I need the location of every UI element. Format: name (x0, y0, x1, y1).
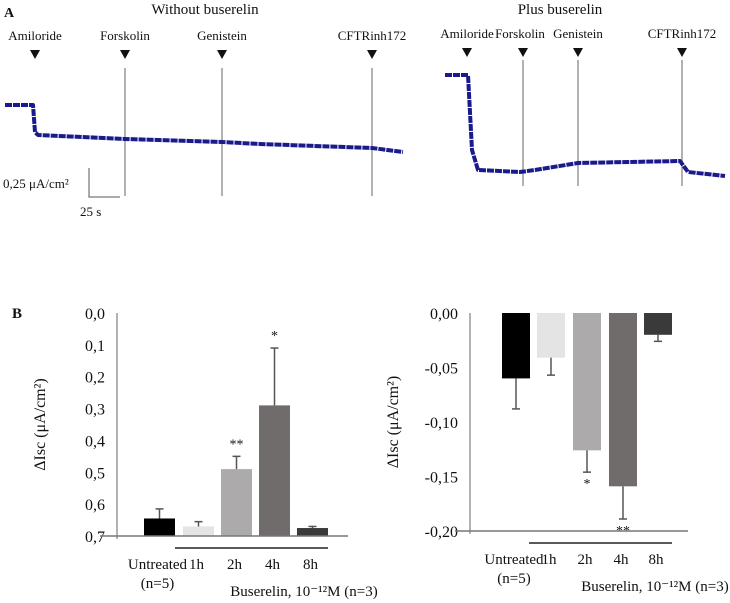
x-label-8h: 8h (303, 557, 319, 573)
bar-Untreated (144, 518, 175, 536)
bar-8h (297, 528, 328, 536)
y-tick-label: 0,3 (85, 402, 105, 419)
arrow-down-icon (120, 50, 130, 59)
marker-label-right-2: Genistein (553, 26, 603, 41)
significance-marker: * (584, 477, 591, 492)
x-label-n5: (n=5) (141, 576, 174, 592)
scale-x-label: 25 s (80, 204, 101, 219)
bar-2h (221, 469, 252, 536)
y-tick-label: 0,4 (85, 433, 105, 450)
bar-2h (573, 313, 601, 451)
marker-label-right-3: CFTRinh172 (648, 26, 717, 41)
y-tick-label: -0,20 (425, 524, 458, 541)
isc-trace-right (445, 73, 726, 178)
x-label-untreated: Untreated (484, 552, 544, 568)
y-tick-label: -0,05 (425, 361, 458, 378)
y-tick-label: 0,7 (85, 529, 105, 546)
arrow-down-icon (462, 48, 472, 57)
marker-label-left-3: CFTRinh172 (338, 28, 407, 43)
bar-4h (259, 405, 290, 536)
arrow-down-icon (677, 48, 687, 57)
bar-8h (644, 313, 672, 335)
bar-1h (537, 313, 565, 358)
x-label-2h: 2h (227, 557, 243, 573)
group-label: Buserelin, 10⁻¹²M (n=3) (581, 579, 728, 595)
bar-Untreated (502, 313, 530, 379)
x-label-n5: (n=5) (497, 571, 530, 587)
y-tick-label: 0,6 (85, 497, 105, 514)
panel-b-label: B (12, 306, 22, 322)
arrow-down-icon (217, 50, 227, 59)
group-label: Buserelin, 10⁻¹²M (n=3) (230, 584, 377, 600)
y-tick-label: 0,00 (430, 306, 458, 323)
y-tick-label: -0,10 (425, 415, 458, 432)
marker-label-left-1: Forskolin (100, 28, 150, 43)
y-tick-label: 0,5 (85, 465, 105, 482)
significance-marker: * (271, 329, 278, 344)
x-label-4h: 4h (614, 552, 630, 568)
x-label-2h: 2h (578, 552, 594, 568)
scale-bar (88, 168, 120, 198)
y-tick-label: 0,2 (85, 370, 105, 387)
x-label-4h: 4h (265, 557, 281, 573)
y-tick-label: -0,15 (425, 470, 458, 487)
arrow-down-icon (367, 50, 377, 59)
scale-y-label: 0,25 μA/cm² (3, 176, 69, 191)
x-label-8h: 8h (649, 552, 665, 568)
arrow-down-icon (518, 48, 528, 57)
x-label-1h: 1h (189, 557, 205, 573)
arrow-down-icon (30, 50, 40, 59)
panel-a-label: A (4, 6, 15, 21)
y-axis-label: ΔIsc (μA/cm²) (32, 378, 49, 471)
marker-label-left-2: Genistein (197, 28, 247, 43)
arrow-down-icon (573, 48, 583, 57)
bar-1h (183, 526, 214, 536)
significance-marker: ** (230, 437, 244, 452)
marker-label-left-0: Amiloride (8, 28, 62, 43)
y-tick-label: 0,0 (85, 306, 105, 323)
y-tick-label: 0,1 (85, 338, 105, 355)
y-axis-label: ΔIsc (μA/cm²) (385, 376, 402, 469)
marker-label-right-1: Forskolin (495, 26, 545, 41)
x-label-1h: 1h (542, 552, 558, 568)
trace-right-title: Plus buserelin (518, 2, 603, 18)
trace-left-title: Without buserelin (151, 2, 259, 18)
bar-4h (609, 313, 637, 487)
isc-trace-left (5, 103, 404, 154)
x-label-untreated: Untreated (128, 557, 188, 573)
marker-label-right-0: Amiloride (440, 26, 494, 41)
